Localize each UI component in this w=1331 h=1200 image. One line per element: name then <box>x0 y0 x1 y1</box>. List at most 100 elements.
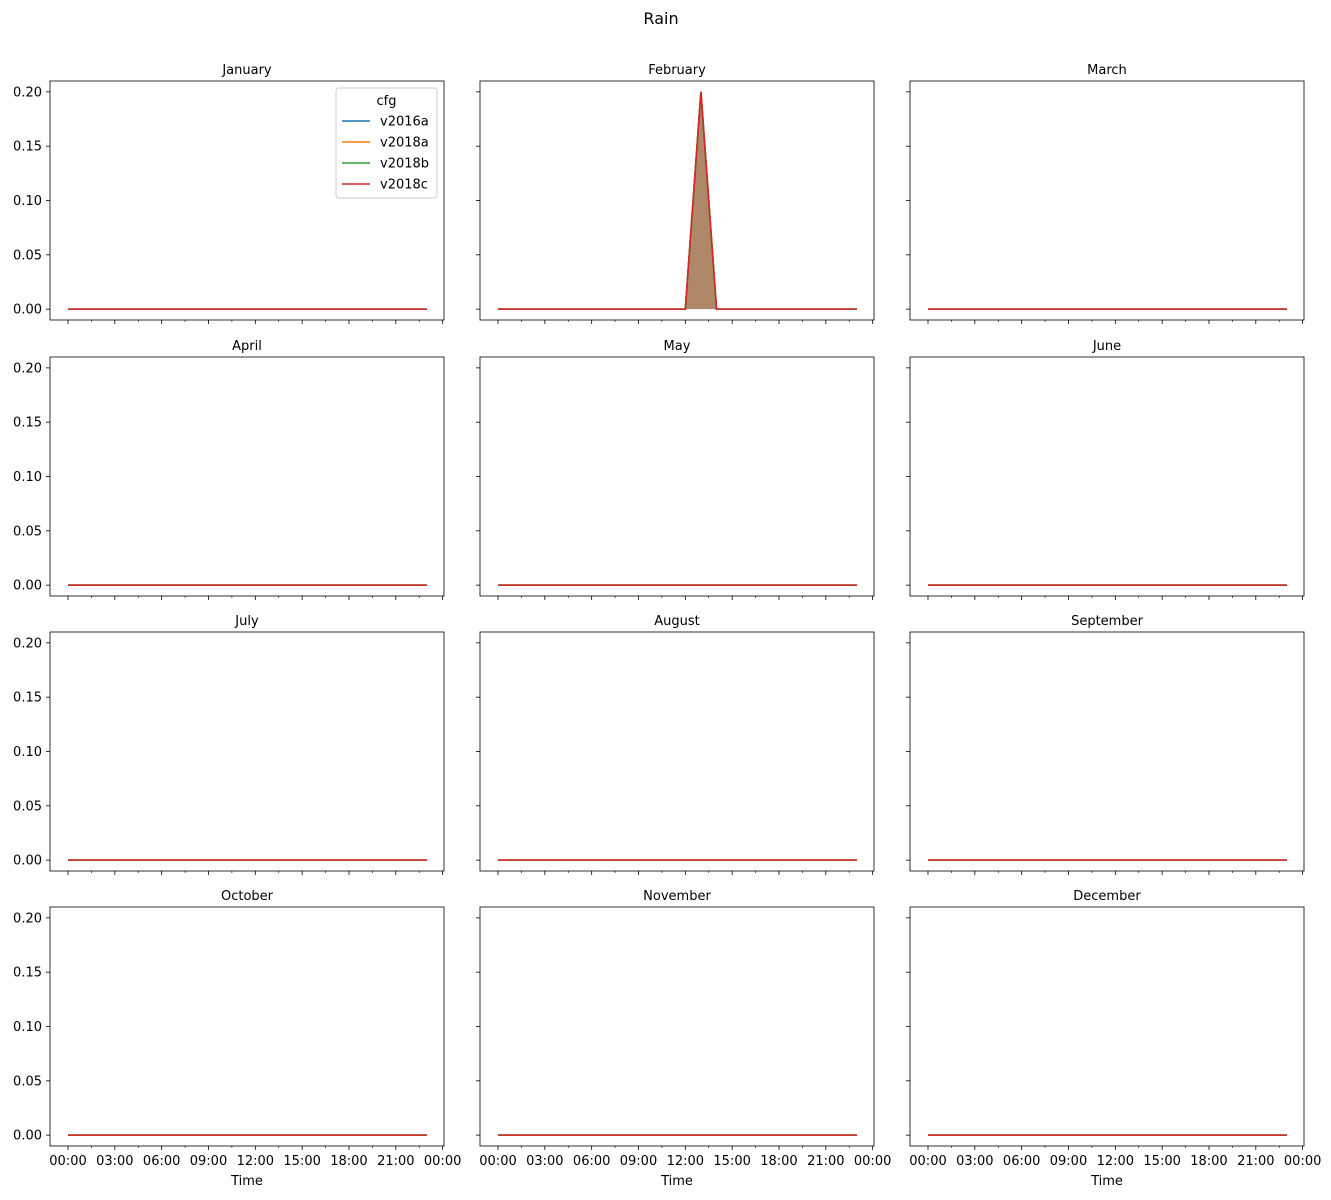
axes-frame <box>909 631 1305 872</box>
panel-january: January 0.00 0.05 0.10 0.15 0.20 cfg v2016a v201… <box>13 63 445 324</box>
x-axis-label: Time <box>1090 1174 1123 1189</box>
panel-february: February <box>476 63 875 324</box>
y-tick-label: 0.20 <box>13 361 42 376</box>
axes-frame <box>49 906 445 1147</box>
panel-title: January <box>221 63 272 78</box>
axes-frame <box>49 356 445 597</box>
x-tick-label: 03:00 <box>96 1154 133 1169</box>
y-tick-label: 0.15 <box>13 966 42 981</box>
panel-title: June <box>1092 339 1121 354</box>
x-tick-label: 21:00 <box>807 1154 844 1169</box>
panel-title: September <box>1071 614 1144 629</box>
panel-september: September <box>906 614 1305 875</box>
panel-title: April <box>232 339 262 354</box>
y-tick-label: 0.05 <box>13 248 42 263</box>
panel-title: May <box>664 339 691 354</box>
y-tick-label: 0.15 <box>13 140 42 155</box>
panel-title: October <box>221 889 274 904</box>
x-tick-label: 12:00 <box>1097 1154 1134 1169</box>
panel-august: August <box>476 614 875 875</box>
series-line-v2018a <box>498 91 858 310</box>
legend-entry: v2016a <box>380 115 429 130</box>
x-axis-label: Time <box>660 1174 693 1189</box>
x-tick-label: 06:00 <box>143 1154 180 1169</box>
y-tick-label: 0.20 <box>13 85 42 100</box>
x-tick-label: 09:00 <box>1050 1154 1087 1169</box>
panel-title: July <box>234 614 259 629</box>
rain-area <box>498 91 858 310</box>
panel-grid: January 0.00 0.05 0.10 0.15 0.20 cfg v2016a v201… <box>13 63 1321 1189</box>
axes-frame <box>479 906 875 1147</box>
panel-title: August <box>654 614 700 629</box>
y-tick-label: 0.15 <box>13 691 42 706</box>
axes-frame <box>479 80 875 321</box>
axes-frame <box>49 631 445 872</box>
axes-frame <box>909 906 1305 1147</box>
panel-june: June <box>906 339 1305 600</box>
x-tick-label: 15:00 <box>283 1154 320 1169</box>
x-tick-label: 18:00 <box>330 1154 367 1169</box>
y-tick-label: 0.15 <box>13 416 42 431</box>
panel-title: November <box>643 889 711 904</box>
y-tick-label: 0.00 <box>13 1129 42 1144</box>
x-tick-label: 09:00 <box>620 1154 657 1169</box>
y-tick-label: 0.00 <box>13 303 42 318</box>
panel-title: March <box>1087 63 1127 78</box>
panel-title: December <box>1073 889 1141 904</box>
series-line-v2016a <box>498 91 858 310</box>
x-tick-label: 00:00 <box>854 1154 891 1169</box>
panel-april: April 0.00 0.05 0.10 0.15 0.20 <box>13 339 445 600</box>
legend-entry: v2018a <box>380 136 429 151</box>
y-tick-label: 0.05 <box>13 1074 42 1089</box>
axes-frame <box>909 356 1305 597</box>
x-tick-label: 00:00 <box>909 1154 946 1169</box>
y-tick-label: 0.00 <box>13 854 42 869</box>
x-tick-label: 00:00 <box>1284 1154 1321 1169</box>
x-tick-label: 18:00 <box>760 1154 797 1169</box>
x-tick-label: 12:00 <box>667 1154 704 1169</box>
y-tick-label: 0.05 <box>13 524 42 539</box>
x-tick-label: 00:00 <box>49 1154 86 1169</box>
x-tick-label: 18:00 <box>1190 1154 1227 1169</box>
x-tick-label: 09:00 <box>190 1154 227 1169</box>
y-tick-label: 0.20 <box>13 911 42 926</box>
x-tick-label: 21:00 <box>1237 1154 1274 1169</box>
y-tick-label: 0.10 <box>13 745 42 760</box>
y-tick-label: 0.10 <box>13 470 42 485</box>
x-axis-label: Time <box>230 1174 263 1189</box>
panel-december: December 00:00 03:00 06:00 09:00 12:00 15:00 18… <box>906 889 1321 1189</box>
x-tick-label: 00:00 <box>424 1154 461 1169</box>
legend-entry: v2018c <box>380 178 428 193</box>
figure-title: Rain <box>643 9 678 28</box>
y-tick-label: 0.20 <box>13 636 42 651</box>
panel-title: February <box>648 63 706 78</box>
panel-november: November 00:00 03:00 06:00 09:00 12:00 15:00 18… <box>476 889 891 1189</box>
y-tick-label: 0.00 <box>13 579 42 594</box>
y-tick-label: 0.10 <box>13 1020 42 1035</box>
legend-entry: v2018b <box>380 157 429 172</box>
series-line-v2018c <box>498 91 858 310</box>
axes-frame <box>479 356 875 597</box>
legend-title: cfg <box>377 94 397 109</box>
legend: cfg v2016a v2018a v2018b v2018c <box>335 87 438 199</box>
x-tick-label: 06:00 <box>573 1154 610 1169</box>
x-tick-label: 15:00 <box>713 1154 750 1169</box>
legend-box <box>335 87 438 199</box>
x-tick-label: 06:00 <box>1003 1154 1040 1169</box>
panel-march: March <box>906 63 1305 324</box>
axes-frame <box>479 631 875 872</box>
x-tick-label: 03:00 <box>956 1154 993 1169</box>
y-tick-label: 0.10 <box>13 194 42 209</box>
panel-october: October 0.00 0.05 0.10 0.15 0.20 00:00 03:00 06:… <box>13 889 461 1189</box>
x-tick-label: 00:00 <box>479 1154 516 1169</box>
panel-july: July 0.00 0.05 0.10 0.15 0.20 <box>13 614 445 875</box>
series-line-v2018b <box>498 91 858 310</box>
x-tick-label: 15:00 <box>1143 1154 1180 1169</box>
y-tick-label: 0.05 <box>13 799 42 814</box>
x-tick-label: 21:00 <box>377 1154 414 1169</box>
x-tick-label: 03:00 <box>526 1154 563 1169</box>
panel-may: May <box>476 339 875 600</box>
x-tick-label: 12:00 <box>237 1154 274 1169</box>
axes-frame <box>909 80 1305 321</box>
